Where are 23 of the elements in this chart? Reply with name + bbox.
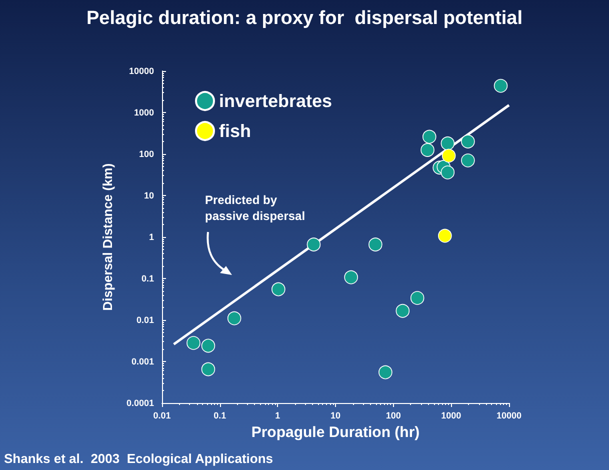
y-tick-label: 10	[144, 190, 154, 200]
legend-label: invertebrates	[219, 91, 332, 111]
x-tick-label: 10000	[496, 410, 522, 420]
x-tick-label: 100	[386, 410, 401, 420]
y-tick-label: 0.0001	[126, 398, 154, 408]
y-tick-label: 1000	[134, 108, 154, 118]
y-tick-label: 0.01	[136, 315, 154, 325]
y-tick-label: 10000	[128, 66, 154, 76]
x-tick-label: 0.01	[153, 410, 171, 420]
x-tick-label: 1000	[441, 410, 462, 420]
x-tick-label: 0.1	[214, 410, 226, 420]
y-tick-label: 100	[138, 149, 154, 159]
annotation: Predicted by passive dispersal	[205, 193, 306, 223]
x-tick-label: 10	[330, 410, 341, 420]
chart-title: Pelagic duration: a proxy for dispersal potential	[86, 8, 523, 29]
x-axis-title: Propagule Duration (hr)	[251, 424, 420, 441]
y-axis-title: Dispersal Distance (km)	[100, 163, 115, 311]
legend-label: fish	[219, 121, 252, 141]
y-tick-label: 0.1	[141, 274, 154, 284]
text: Shanks et al. 2003 Ecological Applications	[4, 451, 274, 466]
y-tick-label: 0.001	[131, 356, 154, 366]
x-tick-label: 1	[275, 410, 280, 420]
y-tick-label: 1	[148, 232, 154, 242]
